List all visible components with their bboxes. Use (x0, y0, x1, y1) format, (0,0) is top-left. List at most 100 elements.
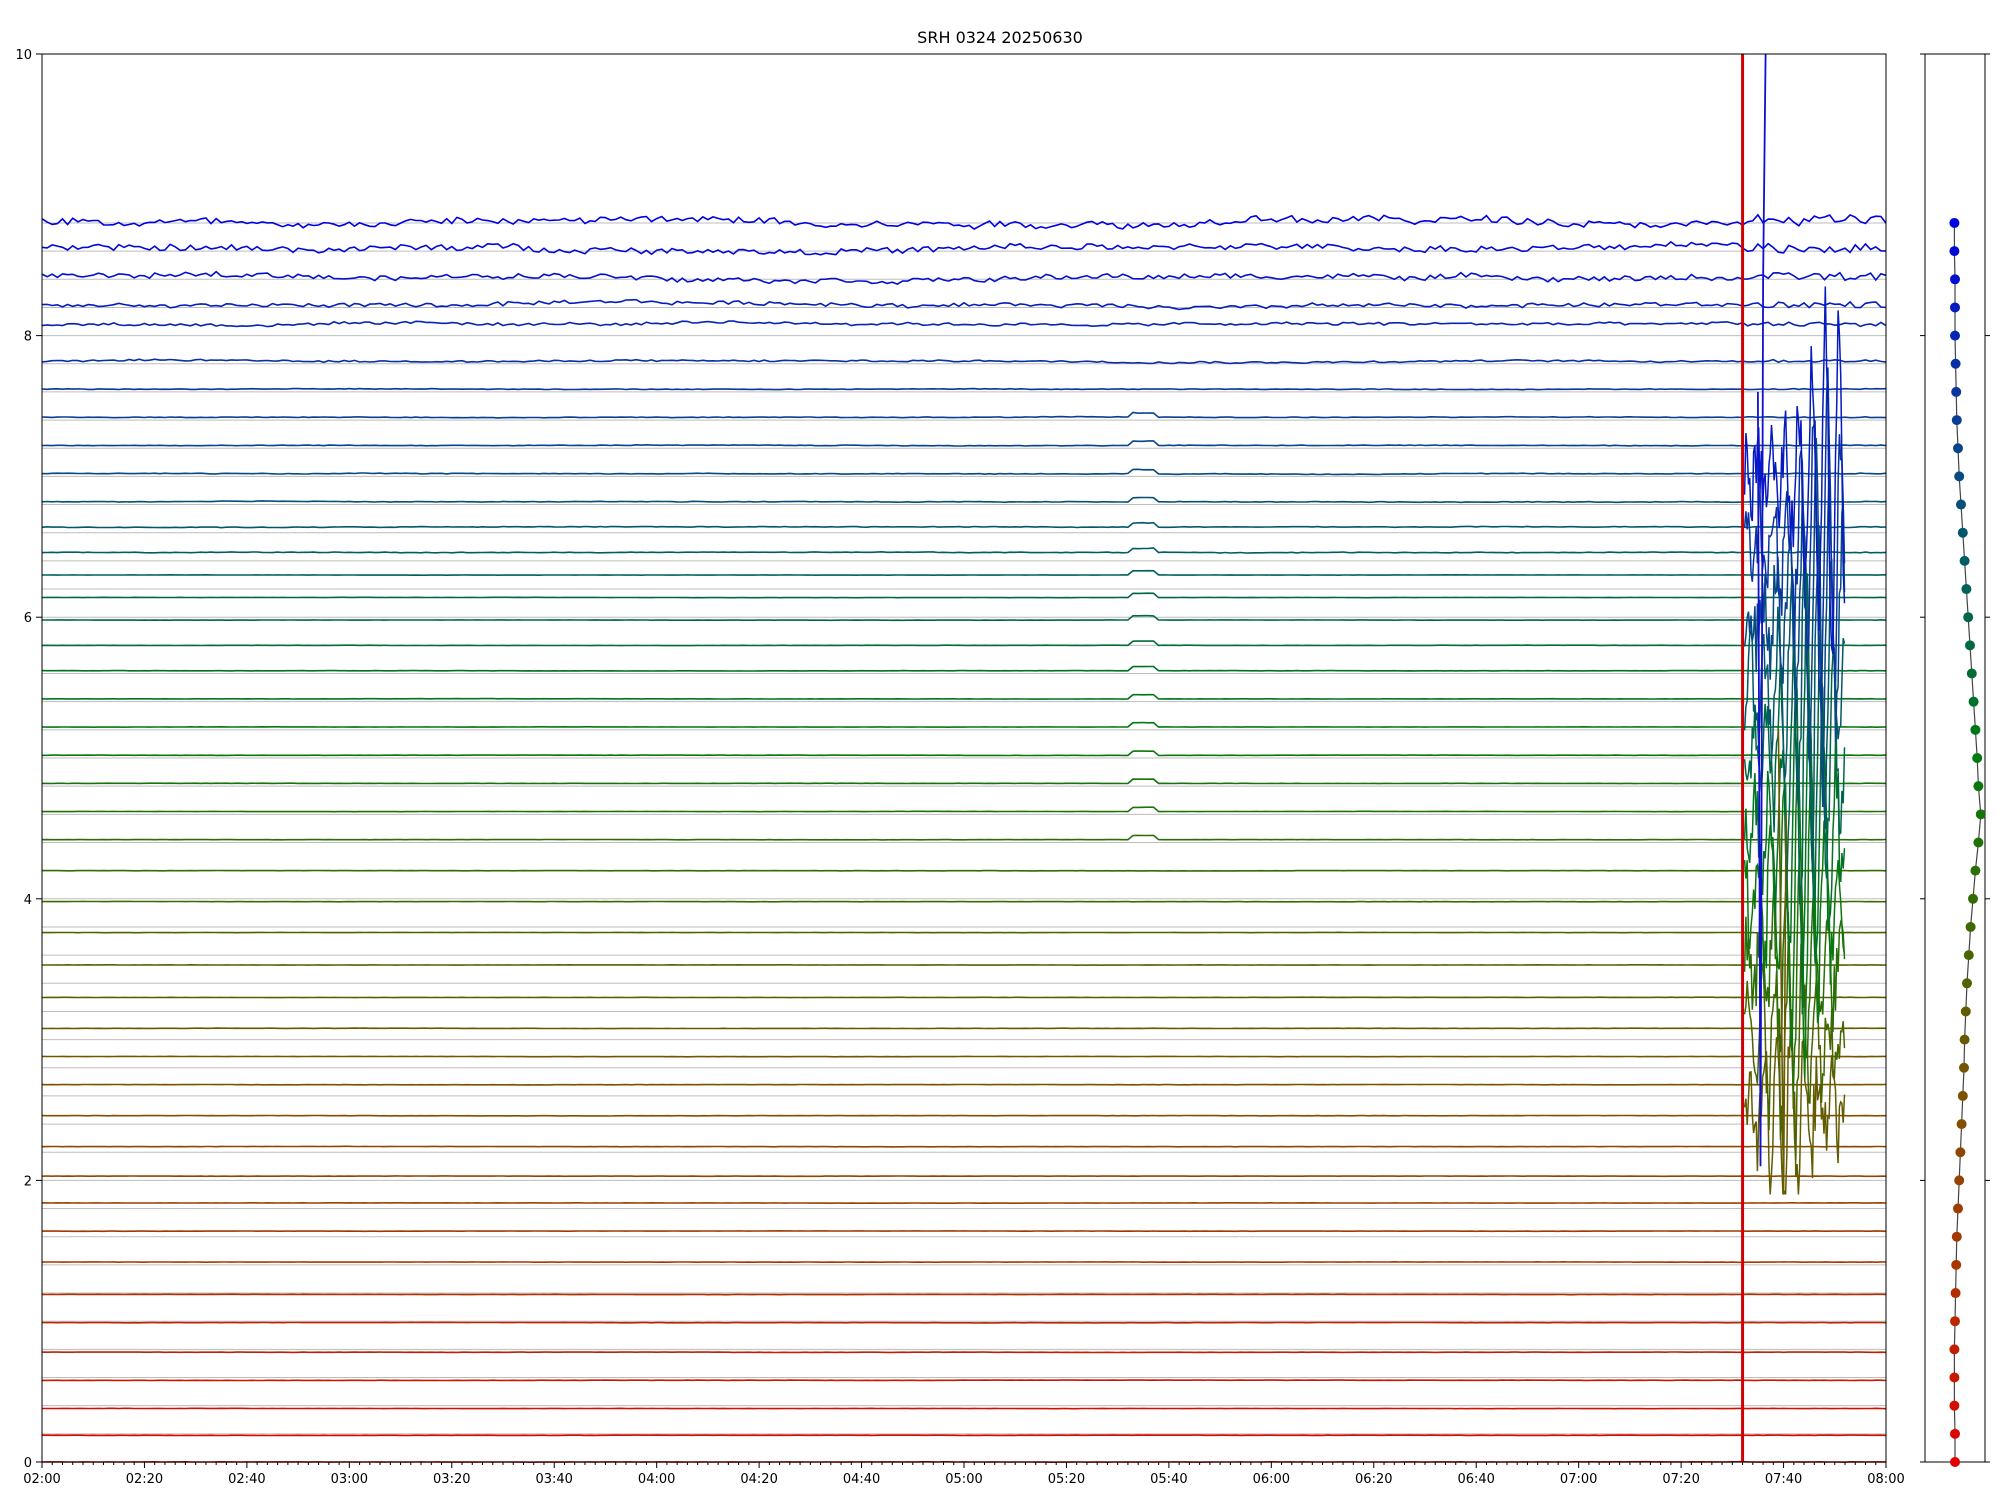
side-panel-ticks (1920, 53, 1990, 1463)
x-tick-label: 07:20 (1662, 1472, 1699, 1487)
side-point (1968, 893, 1978, 904)
x-tick-label: 05:20 (1048, 1472, 1085, 1487)
y-tick-label: 6 (24, 611, 32, 626)
disturbance-line (1743, 367, 1846, 713)
x-tick-label: 05:40 (1150, 1472, 1187, 1487)
side-point (1956, 499, 1966, 510)
trace-line (41, 358, 1887, 365)
side-point (1963, 612, 1974, 623)
side-point (1956, 1119, 1967, 1130)
trace-line (41, 298, 1887, 311)
trace-line (41, 1293, 1887, 1296)
side-point (1970, 865, 1981, 876)
trace-line (41, 270, 1887, 285)
side-point (1965, 921, 1976, 932)
side-point (1957, 527, 1968, 538)
y-tick-label: 4 (24, 893, 32, 908)
disturbance-line (1743, 286, 1846, 655)
trace-line (41, 1260, 1887, 1264)
trace-line (41, 387, 1887, 391)
side-point (1973, 837, 1984, 848)
side-panel-plot (1920, 53, 1990, 1467)
trace-line (42, 750, 1887, 757)
side-point (1950, 1288, 1961, 1299)
trace-line (41, 1027, 1887, 1030)
side-point (1960, 1006, 1971, 1017)
x-tick-label: 07:00 (1560, 1472, 1597, 1487)
trace-line (42, 1229, 1887, 1233)
side-point (1950, 1316, 1960, 1327)
side-point (1949, 217, 1960, 228)
trace-line (41, 521, 1887, 529)
side-point (1961, 584, 1972, 595)
x-tick-label: 02:00 (23, 1472, 60, 1487)
x-tick-label: 06:40 (1457, 1472, 1494, 1487)
side-point (1953, 443, 1963, 454)
x-tick-label: 03:00 (331, 1472, 368, 1487)
trace-line (41, 213, 1887, 230)
x-tick-label: 04:20 (740, 1472, 777, 1487)
side-point (1950, 358, 1961, 369)
x-tick-label: 06:20 (1355, 1472, 1392, 1487)
disturbance-lines (1743, 53, 1846, 1195)
side-point (1951, 1259, 1962, 1270)
trace-line (41, 693, 1887, 700)
x-tick-label: 03:40 (535, 1472, 572, 1487)
side-point (1950, 274, 1960, 285)
y-tick-label: 2 (24, 1174, 32, 1189)
side-panel-points (1949, 217, 1986, 1467)
side-point (1953, 1203, 1963, 1214)
side-point (1972, 753, 1983, 763)
trace-line (42, 1379, 1887, 1382)
trace-line (41, 640, 1887, 647)
disturbance-spike-blue (1757, 53, 1767, 1167)
trace-line (41, 468, 1887, 476)
trace-line (41, 1083, 1887, 1086)
side-point (1975, 809, 1986, 820)
side-point (1970, 724, 1981, 735)
side-point (1951, 386, 1962, 397)
side-point (1950, 1428, 1960, 1439)
x-tick-label: 02:20 (126, 1472, 163, 1487)
trace-line (41, 320, 1887, 328)
chart-title: SRH 0324 20250630 (917, 28, 1083, 47)
y-tick-label: 0 (24, 1456, 32, 1471)
side-point (1949, 1372, 1960, 1383)
side-point (1973, 781, 1984, 792)
y-axis: 0 2 4 6 8 10 (15, 48, 42, 1471)
trace-line (42, 778, 1887, 785)
trace-line (41, 240, 1887, 256)
side-point (1968, 696, 1979, 707)
side-point (1951, 415, 1962, 426)
trace-lines (41, 213, 1887, 1464)
x-tick-label: 08:00 (1867, 1472, 1904, 1487)
trace-line (42, 614, 1887, 622)
trace-line (41, 411, 1887, 419)
side-point (1949, 1344, 1960, 1355)
side-point (1965, 640, 1975, 651)
y-tick-label: 8 (24, 330, 32, 345)
side-point (1957, 1090, 1968, 1101)
trace-line (41, 665, 1887, 672)
side-point (1954, 1175, 1965, 1186)
x-tick-label: 07:40 (1765, 1472, 1802, 1487)
x-tick-label: 02:40 (228, 1472, 265, 1487)
trace-line (41, 440, 1887, 447)
trace-line (41, 547, 1887, 554)
y-tick-label: 10 (15, 48, 32, 63)
trace-line (42, 569, 1887, 577)
side-point (1959, 1034, 1970, 1045)
trace-line (41, 1055, 1886, 1058)
side-point (1962, 978, 1972, 989)
main-plot: 02:00 02:20 02:40 03:00 03:20 03:40 04:00 04:20… (15, 48, 1904, 1487)
side-point (1949, 1400, 1960, 1411)
trace-line (42, 806, 1887, 813)
side-point (1955, 1147, 1966, 1158)
trace-line (41, 1145, 1887, 1148)
side-point (1949, 246, 1960, 257)
trace-line (41, 834, 1887, 841)
trace-line (41, 721, 1887, 729)
trace-line (41, 1351, 1887, 1354)
side-point (1950, 1457, 1960, 1467)
